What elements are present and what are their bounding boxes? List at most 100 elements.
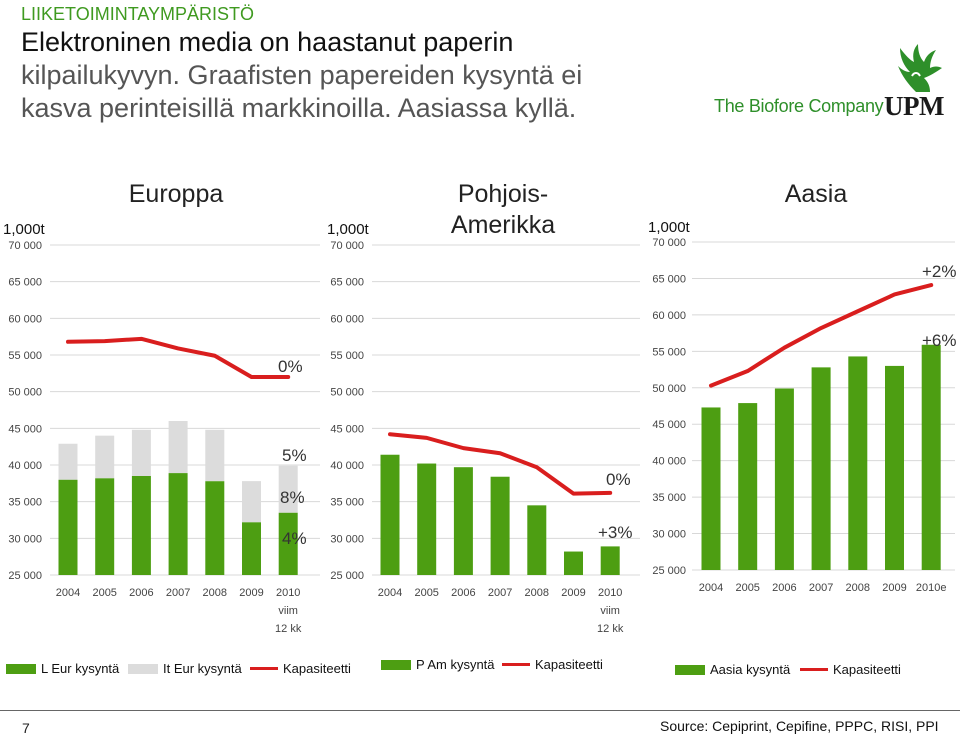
- legend-label: P Am kysyntä: [416, 657, 495, 672]
- y-tick-label: 70 000: [8, 240, 42, 252]
- x-tick-label: 2010: [598, 587, 622, 599]
- x-tick-label: 2006: [451, 587, 475, 599]
- bar-demand: [205, 481, 225, 575]
- x-tick-label: 2006: [772, 582, 796, 594]
- legend-swatch-red-line: [502, 663, 530, 666]
- x-tick-label: 2009: [882, 582, 906, 594]
- bar-demand: [774, 388, 794, 570]
- legend-p-am: P Am kysyntä: [381, 657, 495, 672]
- bar-demand: [58, 479, 78, 575]
- y-tick-label: 60 000: [330, 313, 364, 325]
- annotation-eu-5: 5%: [282, 446, 307, 465]
- bar-demand-stacked: [205, 429, 225, 482]
- y-tick-label: 45 000: [8, 423, 42, 435]
- x-tick-label: 2008: [846, 582, 870, 594]
- bar-demand: [701, 407, 721, 570]
- annotation-na-cap: 0%: [606, 470, 631, 489]
- bar-demand: [848, 356, 868, 570]
- x-tick-label: 2005: [414, 587, 438, 599]
- y-tick-label: 65 000: [8, 277, 42, 289]
- title-line-3: kasva perinteisillä markkinoilla. Aasias…: [21, 93, 577, 123]
- y-tick-label: 25 000: [8, 570, 42, 582]
- panel1-yunit: 1,000t: [327, 221, 370, 238]
- y-tick-label: 65 000: [330, 277, 364, 289]
- x-tick-label: 2008: [525, 587, 549, 599]
- x-tick-label: 2007: [809, 582, 833, 594]
- annotation-eu-cap: 0%: [278, 357, 303, 376]
- legend-l-eur: L Eur kysyntä: [6, 661, 119, 676]
- panel-asia: 70 000 65 000 60 000 55 000 50 000 45 000 40 0…: [652, 237, 955, 594]
- legend-capacity-na: Kapasiteetti: [502, 657, 603, 672]
- x-tick-label: 2009: [561, 587, 585, 599]
- bar-demand: [811, 367, 831, 570]
- x-tick-label: 2007: [488, 587, 512, 599]
- bar-demand-stacked: [168, 421, 188, 474]
- legend-asia: Aasia kysyntä: [675, 662, 790, 677]
- legend-label: It Eur kysyntä: [163, 661, 242, 676]
- panel-north-america: 70 000 65 000 60 000 55 000 50 000 45 000 40 0…: [330, 240, 640, 635]
- y-tick-label: 55 000: [652, 346, 686, 358]
- x-tick-label: 2010: [276, 587, 300, 599]
- annotation-eu-8: 8%: [280, 488, 305, 507]
- y-tick-label: 60 000: [652, 310, 686, 322]
- legend-it-eur: It Eur kysyntä: [128, 661, 242, 676]
- bar-demand: [490, 476, 510, 575]
- y-tick-label: 35 000: [330, 497, 364, 509]
- legend-label: Kapasiteetti: [833, 662, 901, 677]
- x-tick-sublabel: viim: [600, 605, 620, 617]
- charts-area: Europpa Pohjois- Amerikka Aasia 1,000t 1…: [3, 180, 957, 635]
- annotation-asia-demand: +6%: [922, 331, 957, 350]
- x-tick-label: 2007: [166, 587, 190, 599]
- x-tick-sublabel: 12 kk: [597, 623, 624, 635]
- bar-demand: [885, 365, 904, 570]
- annotation-na-demand: +3%: [598, 523, 633, 542]
- x-tick-label: 2006: [129, 587, 153, 599]
- y-tick-label: 25 000: [330, 570, 364, 582]
- bar-demand: [600, 546, 620, 575]
- capacity-line: [709, 283, 934, 388]
- y-tick-label: 70 000: [652, 237, 686, 249]
- bar-demand-stacked: [131, 429, 151, 476]
- bar-demand: [278, 512, 298, 575]
- bar-demand: [564, 551, 583, 575]
- x-tick-label: 2004: [378, 587, 402, 599]
- page-title: Elektroninen media on haastanut paperin …: [21, 26, 701, 125]
- legend-swatch-green: [6, 663, 36, 674]
- bar-demand: [921, 344, 941, 570]
- y-tick-label: 40 000: [330, 460, 364, 472]
- source-note: Source: Cepiprint, Cepifine, PPPC, RISI,…: [660, 718, 939, 734]
- x-tick-label: 2008: [203, 587, 227, 599]
- footer-divider: [0, 710, 960, 711]
- bar-demand-stacked: [242, 481, 261, 523]
- y-tick-label: 55 000: [8, 350, 42, 362]
- y-tick-label: 70 000: [330, 240, 364, 252]
- legend-label: Kapasiteetti: [535, 657, 603, 672]
- panel-title-asia: Aasia: [785, 180, 848, 208]
- legend-label: Kapasiteetti: [283, 661, 351, 676]
- y-tick-label: 35 000: [8, 497, 42, 509]
- legend-swatch-green: [381, 659, 411, 670]
- bar-demand: [131, 476, 151, 575]
- annotation-asia-cap: +2%: [922, 262, 957, 281]
- bar-demand: [417, 463, 437, 575]
- upm-logo: UPM: [884, 91, 944, 121]
- y-tick-label: 50 000: [330, 387, 364, 399]
- bar-demand: [242, 522, 261, 575]
- bar-demand-stacked: [278, 465, 298, 513]
- y-tick-label: 30 000: [8, 533, 42, 545]
- x-tick-label: 2010e: [916, 582, 947, 594]
- y-tick-label: 50 000: [8, 387, 42, 399]
- panel0-yunit: 1,000t: [3, 221, 46, 238]
- legend-capacity-asia: Kapasiteetti: [800, 662, 901, 677]
- y-tick-label: 55 000: [330, 350, 364, 362]
- capacity-line: [66, 336, 291, 379]
- legend-swatch-red-line: [800, 668, 828, 671]
- title-line-1: Elektroninen media on haastanut paperin: [21, 27, 514, 57]
- legend-capacity-eu: Kapasiteetti: [250, 661, 351, 676]
- y-tick-label: 30 000: [652, 529, 686, 541]
- y-tick-label: 45 000: [652, 419, 686, 431]
- griffin-logo-icon: [898, 44, 942, 92]
- bar-demand: [380, 454, 400, 575]
- bar-demand: [168, 473, 188, 575]
- annotation-eu-4: 4%: [282, 529, 307, 548]
